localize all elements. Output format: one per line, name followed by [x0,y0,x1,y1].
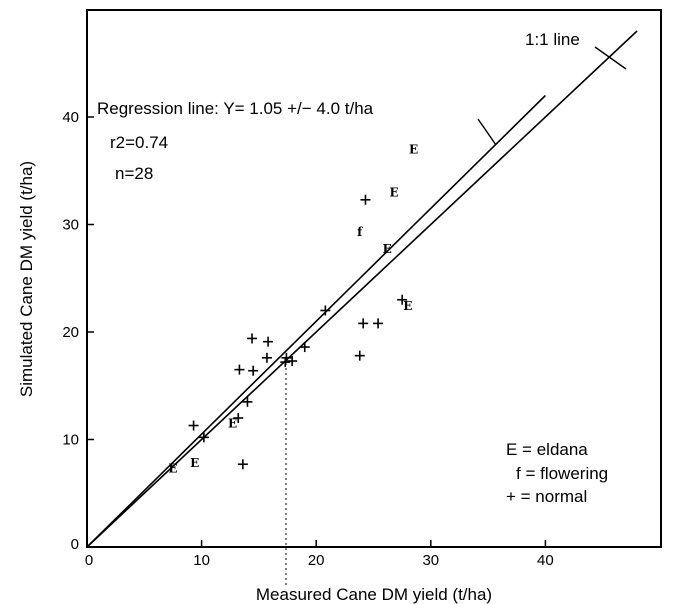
point-flowering: f [357,225,363,239]
y-tick-label: 40 [62,109,79,126]
point-eldana: E [190,456,199,470]
point-eldana: E [409,142,418,156]
point-eldana: E [168,462,177,476]
y-tick-label: 10 [62,432,79,449]
point-eldana: E [383,242,392,256]
y-tick-label: 20 [62,324,79,341]
point-normal [188,420,199,431]
point-normal [248,365,259,376]
point-eldana: E [403,299,412,313]
y-axis-label: Simulated Cane DM yield (t/ha) [17,161,36,397]
point-normal [373,318,384,329]
one-to-one-label-pointer [594,46,627,70]
point-eldana: E [390,185,399,199]
legend-entry-normal: + = normal [506,487,587,506]
y-tick-label: 30 [62,217,79,234]
point-normal [234,364,245,375]
point-normal [397,294,408,305]
point-normal [354,350,365,361]
legend-entry-flowering: f = flowering [516,464,608,483]
axis-ticks: 0 10 20 30 40 0 10 20 30 40 [62,109,553,569]
point-normal [237,459,248,470]
r2-label: r2=0.74 [110,133,168,152]
point-normal [299,342,310,353]
point-normal [261,352,272,363]
point-eldana: E [228,416,237,430]
x-tick-label: 0 [85,552,93,569]
point-normal [287,356,298,367]
point-normal [247,333,258,344]
point-normal [233,413,244,423]
plot-frame [86,9,662,548]
legend: E = eldana f = flowering + = normal [506,440,608,506]
point-normal [280,357,291,368]
point-normal [320,305,331,316]
point-normal [360,194,371,205]
x-tick-label: 20 [308,552,325,569]
point-normal [242,396,253,407]
y-tick-label: 0 [71,536,79,553]
n-label: n=28 [115,164,153,183]
one-to-one-line [86,30,638,548]
point-normal [358,318,369,329]
point-normal [198,432,209,443]
x-tick-label: 30 [422,552,439,569]
fit-lines [86,30,638,548]
regression-label: Regression line: Y= 1.05 +/− 4.0 t/ha [97,99,374,118]
one-to-one-label: 1:1 line [525,30,580,49]
regression-label-pointer [477,118,497,146]
point-normal [263,336,274,347]
x-tick-label: 40 [537,552,554,569]
x-tick-label: 10 [193,552,210,569]
x-axis-label: Measured Cane DM yield (t/ha) [256,585,492,604]
point-normal [281,352,292,363]
legend-entry-eldana: E = eldana [506,440,588,459]
regression-line [86,94,546,548]
